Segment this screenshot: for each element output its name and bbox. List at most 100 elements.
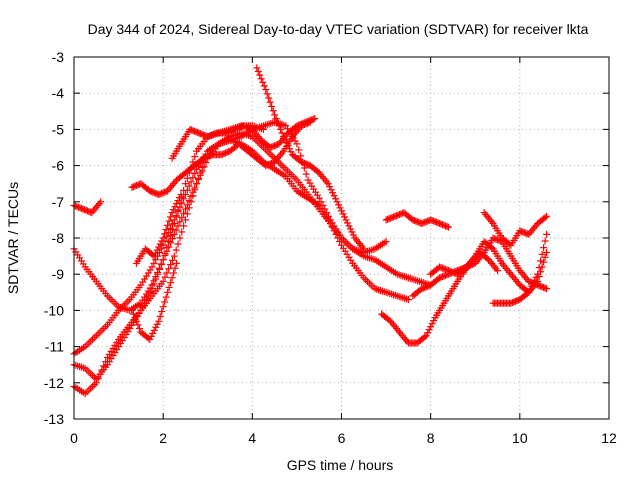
- data-point: [339, 210, 347, 218]
- data-point: [520, 229, 528, 237]
- data-point: [196, 169, 204, 177]
- data-point: [131, 314, 139, 322]
- data-point: [508, 299, 516, 307]
- data-point: [220, 150, 228, 158]
- data-point: [180, 222, 188, 230]
- data-point: [161, 298, 169, 306]
- data-point: [391, 212, 399, 220]
- data-point: [390, 213, 398, 221]
- data-point: [528, 282, 536, 290]
- data-point: [314, 168, 322, 176]
- data-point: [525, 288, 533, 296]
- data-point: [150, 252, 158, 260]
- data-point: [178, 228, 186, 236]
- data-point: [268, 143, 276, 151]
- data-point: [205, 152, 213, 160]
- data-point: [202, 153, 210, 161]
- data-point: [412, 217, 420, 225]
- data-point: [102, 358, 110, 366]
- data-point: [436, 220, 444, 228]
- data-point: [149, 329, 157, 337]
- data-point: [395, 210, 403, 218]
- data-point: [303, 160, 311, 168]
- series-arc-n: [427, 238, 551, 296]
- data-point: [141, 299, 149, 307]
- data-point: [430, 217, 438, 225]
- data-point: [538, 263, 546, 271]
- data-point: [245, 124, 253, 132]
- data-point: [172, 246, 180, 254]
- data-point: [147, 332, 155, 340]
- data-point: [167, 213, 175, 221]
- data-point: [300, 119, 308, 127]
- data-point: [134, 321, 142, 329]
- data-point: [306, 116, 314, 124]
- y-tick-label: -4: [52, 85, 65, 101]
- data-point: [168, 274, 176, 282]
- data-point: [168, 256, 176, 264]
- data-point: [189, 127, 197, 135]
- data-point: [442, 265, 450, 273]
- data-point: [146, 187, 154, 195]
- data-point: [275, 122, 283, 130]
- data-point: [541, 284, 549, 292]
- data-point: [181, 205, 189, 213]
- data-point: [244, 124, 252, 132]
- data-point: [268, 102, 276, 110]
- data-point: [300, 159, 308, 167]
- data-point: [135, 180, 143, 188]
- data-point: [185, 182, 193, 190]
- data-point: [142, 296, 150, 304]
- data-point: [231, 125, 238, 133]
- data-point: [259, 125, 267, 133]
- data-point: [443, 266, 451, 274]
- series-arc-j: [70, 198, 105, 217]
- data-point: [266, 144, 274, 151]
- data-point: [193, 180, 201, 188]
- data-point: [537, 282, 545, 290]
- data-point: [152, 323, 160, 331]
- data-point: [242, 123, 250, 131]
- data-point: [161, 230, 169, 238]
- data-point: [256, 71, 264, 79]
- data-point: [263, 161, 271, 169]
- data-point: [492, 235, 500, 243]
- x-tick-label: 6: [338, 430, 346, 446]
- data-point: [152, 256, 160, 264]
- y-tick-label: -8: [52, 230, 65, 246]
- data-point: [193, 128, 201, 136]
- data-point: [82, 206, 90, 214]
- data-point: [135, 325, 143, 332]
- data-point: [510, 298, 518, 306]
- data-point: [513, 297, 521, 305]
- data-point: [428, 320, 436, 328]
- data-point: [191, 186, 199, 194]
- data-point: [338, 207, 345, 215]
- data-point: [326, 183, 334, 191]
- data-point: [92, 379, 100, 387]
- data-point: [156, 240, 164, 248]
- data-point: [543, 230, 551, 238]
- data-point: [204, 133, 212, 141]
- data-point: [324, 212, 332, 220]
- data-point: [541, 253, 549, 261]
- data-point: [198, 163, 206, 171]
- series-arc-e: [253, 64, 368, 253]
- data-point: [425, 326, 433, 334]
- data-point: [194, 174, 202, 182]
- data-point: [77, 204, 85, 212]
- data-point: [385, 316, 393, 324]
- data-point: [167, 279, 175, 287]
- data-point: [424, 282, 432, 290]
- data-point: [428, 217, 436, 225]
- data-point: [529, 279, 537, 287]
- data-point: [265, 94, 273, 102]
- data-point: [534, 270, 542, 278]
- data-point: [85, 207, 93, 215]
- data-point: [488, 244, 496, 252]
- data-point: [137, 306, 145, 314]
- data-point: [297, 152, 305, 160]
- data-point: [205, 132, 213, 140]
- data-point: [336, 204, 344, 212]
- data-point: [219, 150, 227, 158]
